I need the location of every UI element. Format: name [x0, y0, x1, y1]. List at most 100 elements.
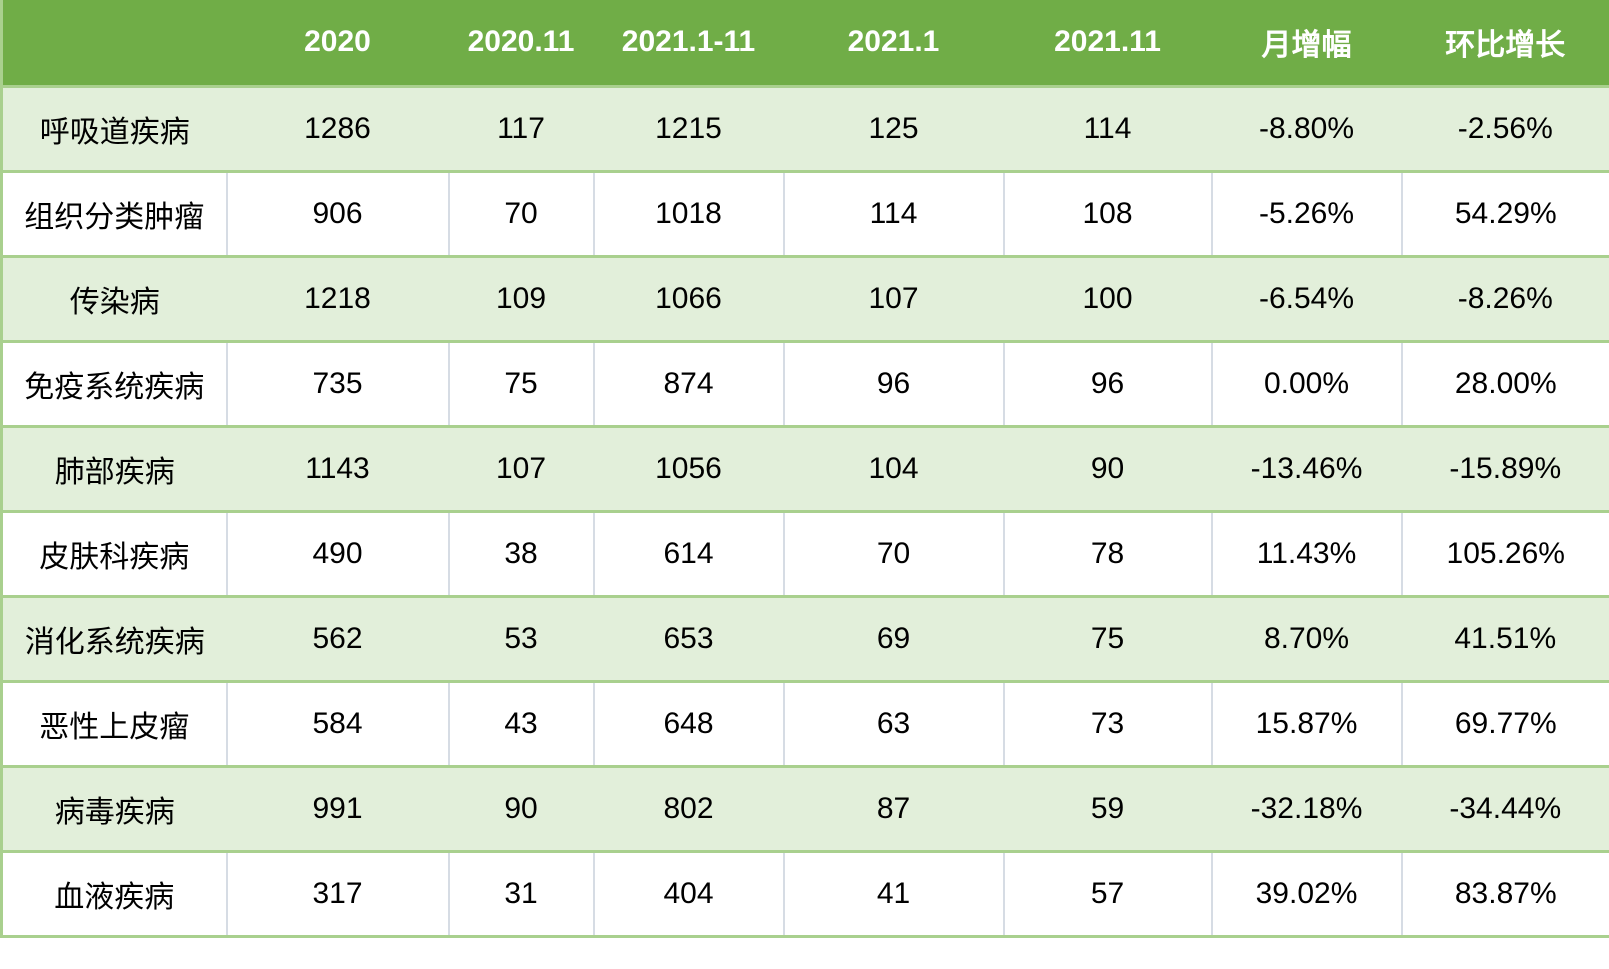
- cell-value: -8.26%: [1457, 281, 1553, 315]
- cell-value: 114: [1083, 111, 1132, 145]
- cell-value: 1218: [304, 281, 371, 315]
- cell-value: 11.43%: [1210, 511, 1402, 596]
- cell-value: 1286: [304, 111, 371, 145]
- cell-value: 653: [663, 621, 714, 655]
- cell-value: 83.87%: [1400, 851, 1609, 936]
- cell-value: -34.44%: [1449, 791, 1562, 825]
- cell-value: 125: [868, 111, 919, 145]
- cell-value: 41.51%: [1454, 621, 1557, 655]
- table-body: 呼吸道疾病 1286 117 1215 125 114 -8.80% -2.56…: [1, 86, 1609, 936]
- cell-value: 90: [504, 791, 538, 825]
- cell-value: 906: [225, 171, 449, 256]
- column-header-mom-growth: 环比增长: [1401, 0, 1609, 86]
- table-row: 肺部疾病 1143 107 1056 104 90 -13.46% -15.89…: [1, 426, 1609, 511]
- cell-value: -5.26%: [1210, 171, 1402, 256]
- cell-value: -8.80%: [1258, 111, 1355, 145]
- table-row: 免疫系统疾病 735 75 874 96 96 0.00% 28.00%: [1, 341, 1609, 426]
- table-header: 2020 2020.11 2021.1-11 2021.1 2021.11 月增…: [1, 0, 1609, 86]
- column-header-month-growth: 月增幅: [1211, 0, 1402, 86]
- column-header-2020: 2020: [226, 0, 449, 86]
- cell-value: 735: [225, 341, 449, 426]
- cell-value: 802: [663, 791, 714, 825]
- cell-value: 90: [1090, 451, 1125, 485]
- table-row: 皮肤科疾病 490 38 614 70 78 11.43% 105.26%: [1, 511, 1609, 596]
- cell-value: 31: [447, 851, 594, 936]
- cell-value: 584: [225, 681, 449, 766]
- row-label: 免疫系统疾病: [24, 370, 205, 404]
- statistics-table: 2020 2020.11 2021.1-11 2021.1 2021.11 月增…: [0, 0, 1609, 938]
- cell-value: 874: [592, 341, 784, 426]
- table-row: 血液疾病 317 31 404 41 57 39.02% 83.87%: [1, 851, 1609, 936]
- cell-value: -2.56%: [1457, 111, 1553, 145]
- row-label: 病毒疾病: [54, 795, 175, 829]
- cell-value: 39.02%: [1210, 851, 1402, 936]
- row-label: 皮肤科疾病: [39, 540, 190, 574]
- row-label: 血液疾病: [54, 880, 175, 914]
- cell-value: 15.87%: [1210, 681, 1402, 766]
- cell-value: 109: [495, 281, 547, 315]
- cell-value: 100: [1082, 281, 1133, 315]
- column-header-2021-11: 2021.11: [1003, 0, 1212, 86]
- table-row: 恶性上皮瘤 584 43 648 63 73 15.87% 69.77%: [1, 681, 1609, 766]
- cell-value: 490: [225, 511, 449, 596]
- cell-value: 104: [868, 451, 919, 485]
- cell-value: 54.29%: [1400, 171, 1609, 256]
- row-label: 组织分类肿瘤: [24, 200, 205, 234]
- row-label: 恶性上皮瘤: [39, 710, 190, 744]
- row-label: 消化系统疾病: [24, 625, 205, 659]
- row-label: 传染病: [69, 285, 160, 319]
- cell-value: 991: [312, 791, 363, 825]
- cell-value: 117: [497, 111, 545, 145]
- column-header-2021-1-11: 2021.1-11: [593, 0, 784, 86]
- cell-value: 404: [592, 851, 784, 936]
- cell-value: 69: [876, 621, 911, 655]
- cell-value: -13.46%: [1250, 451, 1363, 485]
- cell-value: 63: [782, 681, 1004, 766]
- table-row: 传染病 1218 109 1066 107 100 -6.54% -8.26%: [1, 256, 1609, 341]
- header-row: 2020 2020.11 2021.1-11 2021.1 2021.11 月增…: [1, 0, 1609, 86]
- cell-value: 43: [447, 681, 594, 766]
- cell-value: 317: [225, 851, 449, 936]
- table-row: 病毒疾病 991 90 802 87 59 -32.18% -34.44%: [1, 766, 1609, 851]
- cell-value: 562: [312, 621, 363, 655]
- cell-value: 648: [592, 681, 784, 766]
- cell-value: 73: [1002, 681, 1212, 766]
- cell-value: 70: [447, 171, 594, 256]
- cell-value: -15.89%: [1449, 451, 1562, 485]
- table-row: 呼吸道疾病 1286 117 1215 125 114 -8.80% -2.56…: [1, 86, 1609, 171]
- cell-value: 87: [876, 791, 911, 825]
- cell-value: -32.18%: [1250, 791, 1363, 825]
- cell-value: 69.77%: [1400, 681, 1609, 766]
- row-label: 呼吸道疾病: [39, 115, 190, 149]
- table-row: 组织分类肿瘤 906 70 1018 114 108 -5.26% 54.29%: [1, 171, 1609, 256]
- cell-value: 96: [782, 341, 1004, 426]
- cell-value: 70: [782, 511, 1004, 596]
- cell-value: 1056: [655, 451, 722, 485]
- cell-value: 108: [1002, 171, 1212, 256]
- cell-value: 57: [1002, 851, 1212, 936]
- cell-value: 41: [782, 851, 1004, 936]
- column-header-blank: [1, 0, 227, 86]
- column-header-2020-11: 2020.11: [448, 0, 594, 86]
- cell-value: 1018: [592, 171, 784, 256]
- cell-value: 38: [447, 511, 594, 596]
- cell-value: 75: [447, 341, 594, 426]
- cell-value: 28.00%: [1400, 341, 1609, 426]
- cell-value: 53: [504, 621, 538, 655]
- cell-value: 0.00%: [1210, 341, 1402, 426]
- cell-value: 614: [592, 511, 784, 596]
- cell-value: 105.26%: [1400, 511, 1609, 596]
- cell-value: 107: [495, 451, 547, 485]
- cell-value: 1215: [655, 111, 722, 145]
- cell-value: 1143: [305, 451, 370, 485]
- column-header-2021-1: 2021.1: [783, 0, 1004, 86]
- cell-value: 107: [868, 281, 919, 315]
- table-row: 消化系统疾病 562 53 653 69 75 8.70% 41.51%: [1, 596, 1609, 681]
- cell-value: 59: [1090, 791, 1125, 825]
- cell-value: 1066: [655, 281, 722, 315]
- cell-value: 78: [1002, 511, 1212, 596]
- cell-value: 75: [1090, 621, 1125, 655]
- cell-value: -6.54%: [1258, 281, 1355, 315]
- cell-value: 8.70%: [1263, 621, 1350, 655]
- cell-value: 96: [1002, 341, 1212, 426]
